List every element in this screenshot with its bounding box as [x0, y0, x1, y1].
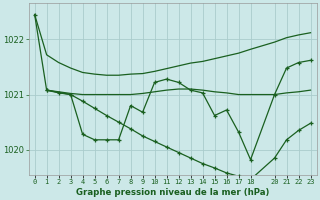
- X-axis label: Graphe pression niveau de la mer (hPa): Graphe pression niveau de la mer (hPa): [76, 188, 269, 197]
